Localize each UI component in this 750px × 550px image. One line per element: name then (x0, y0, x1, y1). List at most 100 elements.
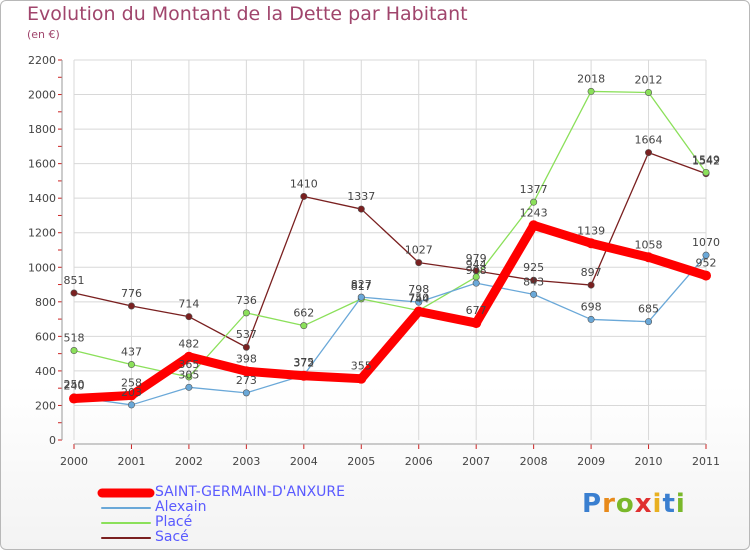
data-label: 398 (236, 352, 257, 365)
data-point (530, 290, 538, 298)
data-point (587, 87, 595, 95)
data-label: 1027 (405, 244, 433, 257)
logo-letter: t (662, 489, 676, 519)
data-label: 482 (178, 338, 199, 351)
data-point (357, 293, 365, 301)
data-label: 250 (64, 378, 85, 391)
y-tick-label: 200 (35, 399, 56, 412)
data-label: 537 (236, 328, 257, 341)
x-tick-label: 2002 (175, 455, 203, 468)
axes: 0 200 400 600 800 1000 1200 1400 1600 1800 2000 220… (28, 54, 720, 468)
data-label: 1139 (577, 224, 605, 237)
legend-label: Alexain (155, 499, 207, 515)
data-point (587, 315, 595, 323)
x-tick-label: 2004 (290, 455, 318, 468)
y-tick-label: 1400 (28, 192, 56, 205)
data-label: 685 (638, 303, 659, 316)
data-point (702, 168, 710, 176)
data-point (127, 302, 135, 310)
x-tick-label: 2003 (232, 455, 260, 468)
x-tick-label: 2007 (462, 455, 490, 468)
data-point (242, 343, 250, 351)
data-label: 979 (466, 252, 487, 265)
data-point (356, 373, 367, 384)
data-point (701, 270, 711, 281)
data-point (70, 289, 78, 297)
series (69, 87, 711, 409)
data-point (471, 318, 482, 329)
data-point (242, 309, 250, 317)
data-label: 2012 (635, 73, 663, 86)
logo-letter: x (634, 489, 653, 519)
data-label: 1337 (347, 190, 375, 203)
data-label: 1664 (635, 134, 663, 147)
data-label: 203 (121, 386, 142, 399)
y-tick-label: 800 (35, 296, 56, 309)
data-label: 698 (581, 300, 602, 313)
data-point (185, 313, 193, 321)
data-label: 1058 (635, 238, 663, 251)
legend-label: Sacé (155, 529, 189, 545)
data-label: 776 (121, 287, 142, 300)
proxiti-logo: Proxiti (582, 489, 686, 519)
data-label: 365 (178, 358, 199, 371)
data-point (530, 198, 538, 206)
data-point (300, 322, 308, 330)
data-point (587, 281, 595, 289)
data-point (298, 370, 309, 381)
data-label: 662 (293, 307, 314, 320)
data-point (185, 383, 193, 391)
data-label: 677 (466, 304, 487, 317)
data-point (643, 252, 654, 263)
data-point (645, 318, 653, 326)
data-label: 908 (466, 264, 487, 277)
series-line (73, 90, 707, 378)
data-point (530, 276, 538, 284)
data-label: 375 (293, 356, 314, 369)
data-point (126, 390, 137, 401)
data-label: 372 (293, 357, 314, 370)
data-label: 714 (178, 298, 199, 311)
y-tick-label: 2200 (28, 54, 56, 67)
x-tick-label: 2008 (520, 455, 548, 468)
data-point (70, 347, 78, 355)
x-tick-label: 2005 (347, 455, 375, 468)
chart-subtitle: (en €) (27, 28, 60, 41)
data-label: 843 (523, 275, 544, 288)
series-line (69, 220, 711, 404)
data-label: 897 (581, 266, 602, 279)
data-label: 355 (351, 360, 372, 373)
data-label: 518 (64, 332, 85, 345)
data-label: 305 (178, 368, 199, 381)
data-label: 258 (121, 376, 142, 389)
data-point (645, 88, 653, 96)
data-point (241, 366, 252, 377)
logo-letter: o (615, 489, 635, 519)
x-tick-label: 2006 (405, 455, 433, 468)
data-label: 827 (351, 278, 372, 291)
data-point (528, 220, 539, 231)
data-labels: 240 258 482 398 372 355 744 677 1243 1139 1058 952 2… (64, 72, 721, 399)
x-tick-label: 2000 (60, 455, 88, 468)
data-point (69, 393, 79, 404)
data-label: 736 (236, 294, 257, 307)
y-tick-label: 1600 (28, 158, 56, 171)
data-label: 1070 (692, 236, 720, 249)
y-tick-label: 1800 (28, 123, 56, 136)
data-point (586, 238, 597, 249)
data-point (127, 361, 135, 369)
data-point (702, 251, 710, 259)
legend-label: Placé (155, 514, 193, 530)
logo-letter: i (675, 489, 686, 519)
data-label: 798 (408, 283, 429, 296)
legend (97, 488, 155, 539)
data-label: 437 (121, 346, 142, 359)
y-tick-label: 600 (35, 330, 56, 343)
data-label: 952 (696, 257, 717, 270)
data-point (413, 306, 424, 317)
data-point (415, 259, 423, 267)
series-line (73, 151, 707, 348)
data-point (185, 373, 193, 381)
y-tick-label: 2000 (28, 89, 56, 102)
